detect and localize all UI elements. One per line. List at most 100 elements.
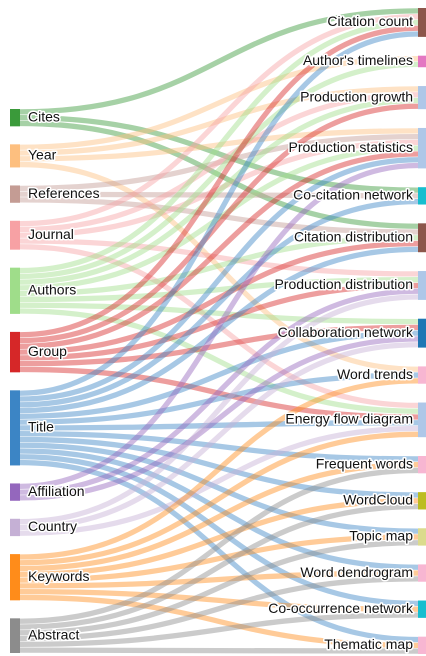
link [19,570,419,589]
link [19,238,419,277]
target-node [418,187,426,205]
source-label: Title [28,419,54,435]
link [19,442,419,534]
target-label: Author's timelines [303,52,413,68]
link [19,431,419,566]
link [19,133,419,191]
link [19,199,419,408]
link [19,115,419,193]
link [19,454,419,607]
target-label: Citation count [327,13,413,29]
target-node [418,366,426,384]
link [19,120,419,229]
link [19,235,419,297]
source-node [10,109,20,127]
target-node [418,318,426,348]
link [19,151,419,349]
target-node [418,55,426,68]
link [19,25,419,338]
link [19,534,419,583]
link [19,330,419,419]
link [19,647,419,654]
source-node [10,518,20,537]
source-node [10,390,20,466]
link [19,366,419,420]
target-node [418,8,426,37]
link [19,324,419,367]
link [19,589,419,612]
target-label: Production statistics [289,139,414,155]
source-label: Affiliation [28,483,85,499]
link [19,14,419,227]
link [19,459,419,643]
source-label: Authors [28,281,76,297]
link [19,197,419,235]
link [19,612,419,647]
link [19,92,419,233]
link [19,448,419,570]
link [19,145,419,291]
source-label: Cites [28,108,60,124]
link [19,288,419,495]
link [19,420,419,431]
link [19,55,419,150]
source-node [10,185,20,203]
target-label: Frequent words [316,455,413,471]
link [19,139,419,238]
target-label: Co-occurrence network [268,600,414,616]
target-node [418,600,426,618]
link [19,157,419,402]
link [19,246,419,414]
link [19,594,419,648]
target-node [418,456,426,474]
target-node [418,528,426,546]
link [19,576,419,642]
target-label: Production growth [300,88,413,104]
source-node [10,267,20,314]
link [19,294,419,525]
link [19,161,419,372]
target-label: Collaboration network [278,324,414,340]
target-node [418,564,426,582]
link [19,378,419,560]
target-label: Energy flow diagram [285,411,413,427]
source-label: Keywords [28,568,89,584]
link [19,462,419,572]
link [19,191,419,199]
link [19,431,419,462]
target-label: Word trends [337,366,413,382]
link [19,308,419,414]
link [19,540,419,636]
target-node [418,492,426,510]
target-label: Topic map [349,528,413,544]
source-label: Abstract [28,626,79,642]
link [19,128,419,162]
source-node [10,220,20,250]
link [19,425,419,536]
source-node [10,331,20,373]
target-node [418,271,426,300]
target-node [418,223,426,253]
source-node [10,554,20,601]
link [19,103,419,344]
link [19,277,419,303]
link [19,31,419,396]
link [19,372,419,425]
link [19,8,419,115]
link [19,162,419,489]
source-node [10,618,20,653]
link [19,240,419,355]
target-node [418,127,426,169]
link [19,97,419,285]
link [19,302,419,325]
link [19,436,419,498]
link [19,19,419,274]
link [19,498,419,577]
link [19,244,419,409]
link [19,336,419,501]
source-label: References [28,185,100,201]
target-label: Production distribution [274,276,413,292]
link [19,282,419,361]
source-node [10,483,20,501]
